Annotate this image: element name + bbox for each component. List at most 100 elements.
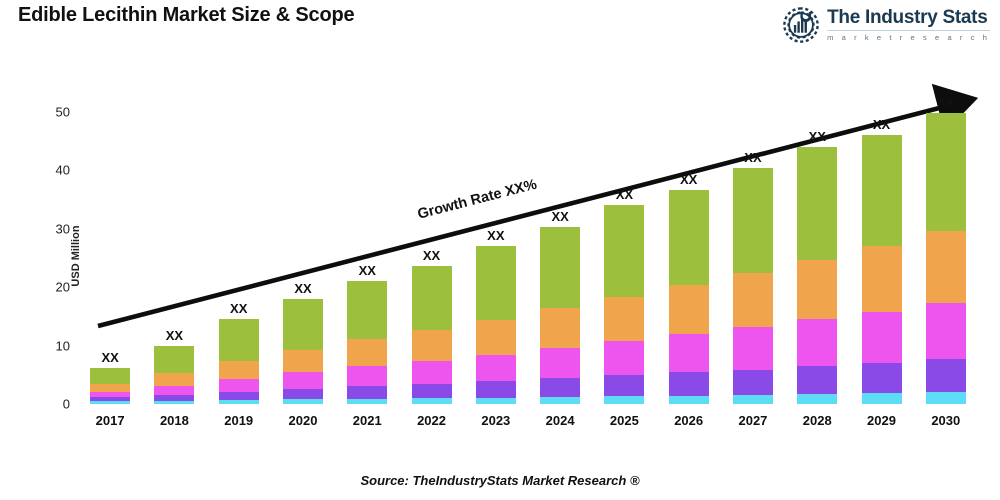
- bar-segment-segment-5[interactable]: [540, 226, 581, 309]
- bar-segment-segment-4[interactable]: [797, 259, 838, 320]
- bar-group-2021[interactable]: XX 2021: [335, 100, 399, 428]
- bar-group-2017[interactable]: XX 2017: [78, 100, 142, 428]
- bar-segment-segment-2[interactable]: [797, 366, 838, 395]
- bar-segment-segment-3[interactable]: [861, 311, 902, 364]
- bar-segment-segment-5[interactable]: [475, 246, 516, 320]
- bar-segment-segment-4[interactable]: [154, 373, 195, 386]
- bar-group-2023[interactable]: XX 2023: [464, 100, 528, 428]
- bar-segment-segment-2[interactable]: [154, 394, 195, 401]
- bar-group-2018[interactable]: XX 2018: [142, 100, 206, 428]
- bar-segment-segment-1[interactable]: [668, 395, 709, 404]
- bar-segment-segment-5[interactable]: [218, 319, 259, 361]
- bar-segment-segment-4[interactable]: [218, 360, 259, 379]
- bar-segment-segment-3[interactable]: [282, 372, 323, 389]
- bar-segment-segment-2[interactable]: [732, 369, 773, 396]
- stacked-bar[interactable]: [90, 367, 131, 404]
- bar-segment-segment-4[interactable]: [668, 285, 709, 335]
- bar-segment-segment-4[interactable]: [604, 297, 645, 342]
- logo-name: The Industry Stats: [827, 6, 988, 28]
- bar-segment-segment-3[interactable]: [411, 360, 452, 384]
- bar-segment-segment-3[interactable]: [218, 378, 259, 392]
- bar-segment-segment-3[interactable]: [925, 302, 966, 359]
- bar-segment-segment-5[interactable]: [154, 345, 195, 374]
- bar-group-2027[interactable]: XX 2027: [721, 100, 785, 428]
- bar-segment-segment-3[interactable]: [540, 347, 581, 379]
- bar-group-2024[interactable]: XX 2024: [528, 100, 592, 428]
- stacked-bar[interactable]: [604, 205, 645, 404]
- stacked-bar[interactable]: [347, 281, 388, 404]
- bar-segment-segment-2[interactable]: [282, 388, 323, 400]
- bar-segment-segment-5[interactable]: [797, 146, 838, 260]
- bar-segment-segment-5[interactable]: [861, 135, 902, 247]
- stacked-bar[interactable]: [925, 112, 966, 404]
- bar-segment-segment-3[interactable]: [732, 327, 773, 370]
- bar-segment-segment-3[interactable]: [347, 366, 388, 386]
- stacked-bar[interactable]: [861, 135, 902, 404]
- bar-segment-segment-3[interactable]: [604, 341, 645, 376]
- bar-segment-segment-2[interactable]: [475, 381, 516, 398]
- bar-segment-segment-2[interactable]: [540, 378, 581, 397]
- bar-segment-segment-1[interactable]: [475, 397, 516, 404]
- bar-group-2029[interactable]: XX 2029: [849, 100, 913, 428]
- bar-group-2019[interactable]: XX 2019: [207, 100, 271, 428]
- bar-segment-segment-1[interactable]: [154, 400, 195, 404]
- stacked-bar[interactable]: [282, 298, 323, 404]
- bar-segment-segment-1[interactable]: [797, 394, 838, 404]
- bar-segment-segment-5[interactable]: [732, 167, 773, 274]
- bar-segment-segment-4[interactable]: [475, 319, 516, 355]
- bar-segment-segment-4[interactable]: [90, 384, 131, 392]
- bar-segment-segment-2[interactable]: [861, 363, 902, 394]
- bar-segment-segment-4[interactable]: [925, 230, 966, 303]
- stacked-bar[interactable]: [668, 190, 709, 404]
- bar-segment-segment-4[interactable]: [732, 273, 773, 328]
- bar-segment-segment-1[interactable]: [411, 398, 452, 404]
- bar-group-2020[interactable]: XX 2020: [271, 100, 335, 428]
- bar-group-2022[interactable]: XX 2022: [399, 100, 463, 428]
- bar-segment-segment-2[interactable]: [925, 359, 966, 393]
- bar-segment-segment-2[interactable]: [604, 375, 645, 397]
- bar-group-2030[interactable]: XX 2030: [914, 95, 978, 428]
- stacked-bar[interactable]: [411, 266, 452, 404]
- bar-segment-segment-3[interactable]: [797, 319, 838, 367]
- bar-segment-segment-5[interactable]: [668, 190, 709, 286]
- bar-segment-segment-5[interactable]: [347, 281, 388, 339]
- stacked-bar[interactable]: [475, 246, 516, 404]
- bar-segment-segment-2[interactable]: [218, 391, 259, 400]
- bar-segment-segment-3[interactable]: [154, 385, 195, 395]
- bar-segment-segment-2[interactable]: [411, 383, 452, 399]
- stacked-bar[interactable]: [154, 345, 195, 404]
- bar-segment-segment-4[interactable]: [861, 246, 902, 312]
- bar-segment-segment-4[interactable]: [282, 349, 323, 373]
- bar-segment-segment-2[interactable]: [347, 385, 388, 399]
- stacked-bar[interactable]: [218, 319, 259, 404]
- bar-segment-segment-4[interactable]: [411, 329, 452, 361]
- bar-group-2025[interactable]: XX 2025: [592, 100, 656, 428]
- bar-segment-segment-1[interactable]: [282, 399, 323, 404]
- bar-segment-segment-5[interactable]: [282, 298, 323, 350]
- bar-segment-segment-5[interactable]: [604, 205, 645, 298]
- bar-segment-segment-5[interactable]: [411, 266, 452, 330]
- stacked-bar[interactable]: [732, 167, 773, 404]
- bar-segment-segment-2[interactable]: [668, 372, 709, 396]
- y-axis-tick: 50: [55, 104, 70, 120]
- stacked-bar[interactable]: [540, 226, 581, 404]
- bar-segment-segment-1[interactable]: [604, 396, 645, 404]
- bar-segment-segment-1[interactable]: [861, 393, 902, 404]
- bar-group-2026[interactable]: XX 2026: [657, 100, 721, 428]
- bar-segment-segment-4[interactable]: [540, 308, 581, 348]
- bar-segment-segment-3[interactable]: [668, 334, 709, 373]
- bar-segment-segment-1[interactable]: [347, 398, 388, 404]
- bar-segment-segment-3[interactable]: [90, 391, 131, 397]
- bar-segment-segment-1[interactable]: [90, 401, 131, 404]
- bar-segment-segment-5[interactable]: [90, 367, 131, 385]
- bar-segment-segment-2[interactable]: [90, 397, 131, 402]
- bar-segment-segment-3[interactable]: [475, 354, 516, 382]
- bar-segment-segment-1[interactable]: [732, 395, 773, 404]
- bar-segment-segment-1[interactable]: [218, 399, 259, 404]
- bar-segment-segment-1[interactable]: [925, 392, 966, 404]
- bar-segment-segment-4[interactable]: [347, 338, 388, 367]
- stacked-bar[interactable]: [797, 146, 838, 404]
- bar-segment-segment-1[interactable]: [540, 397, 581, 404]
- bar-group-2028[interactable]: XX 2028: [785, 100, 849, 428]
- bar-segment-segment-5[interactable]: [925, 112, 966, 231]
